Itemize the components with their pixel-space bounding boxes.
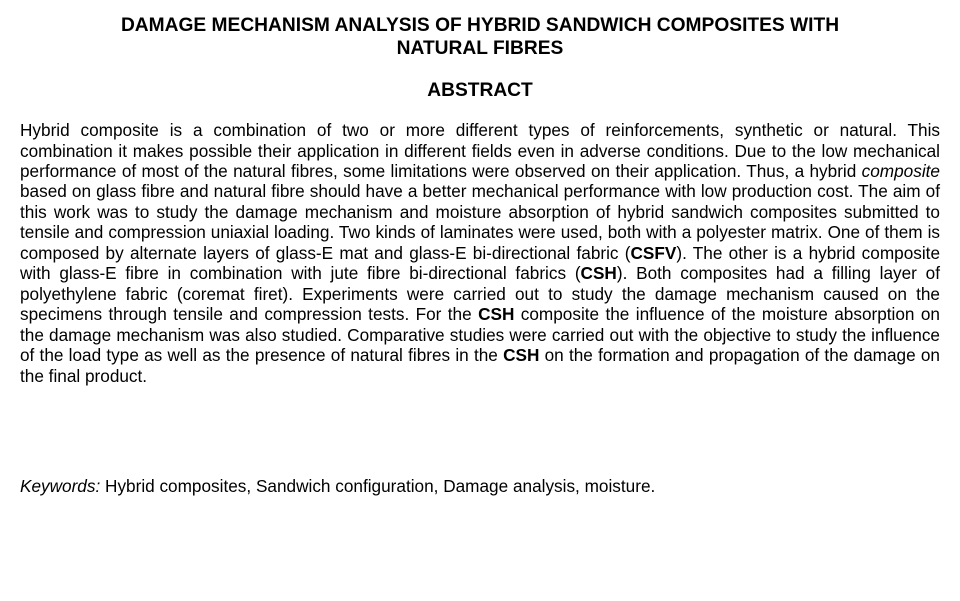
abstract-bold-csfv: CSFV bbox=[631, 243, 677, 263]
abstract-body: Hybrid composite is a combination of two… bbox=[20, 120, 940, 386]
keywords-text: Hybrid composites, Sandwich configuratio… bbox=[100, 476, 655, 496]
abstract-bold-csh-1: CSH bbox=[581, 263, 617, 283]
title-line-1: DAMAGE MECHANISM ANALYSIS OF HYBRID SAND… bbox=[121, 15, 839, 36]
keywords-line: Keywords: Hybrid composites, Sandwich co… bbox=[20, 476, 940, 497]
abstract-bold-csh-2: CSH bbox=[478, 304, 514, 324]
abstract-italic-composite: composite bbox=[862, 161, 940, 181]
document-title: DAMAGE MECHANISM ANALYSIS OF HYBRID SAND… bbox=[20, 14, 940, 60]
keywords-label: Keywords: bbox=[20, 476, 100, 496]
abstract-text-1: Hybrid composite is a combination of two… bbox=[20, 120, 940, 181]
abstract-bold-csh-3: CSH bbox=[503, 345, 539, 365]
title-line-2: NATURAL FIBRES bbox=[397, 38, 564, 59]
abstract-heading: ABSTRACT bbox=[20, 80, 940, 102]
